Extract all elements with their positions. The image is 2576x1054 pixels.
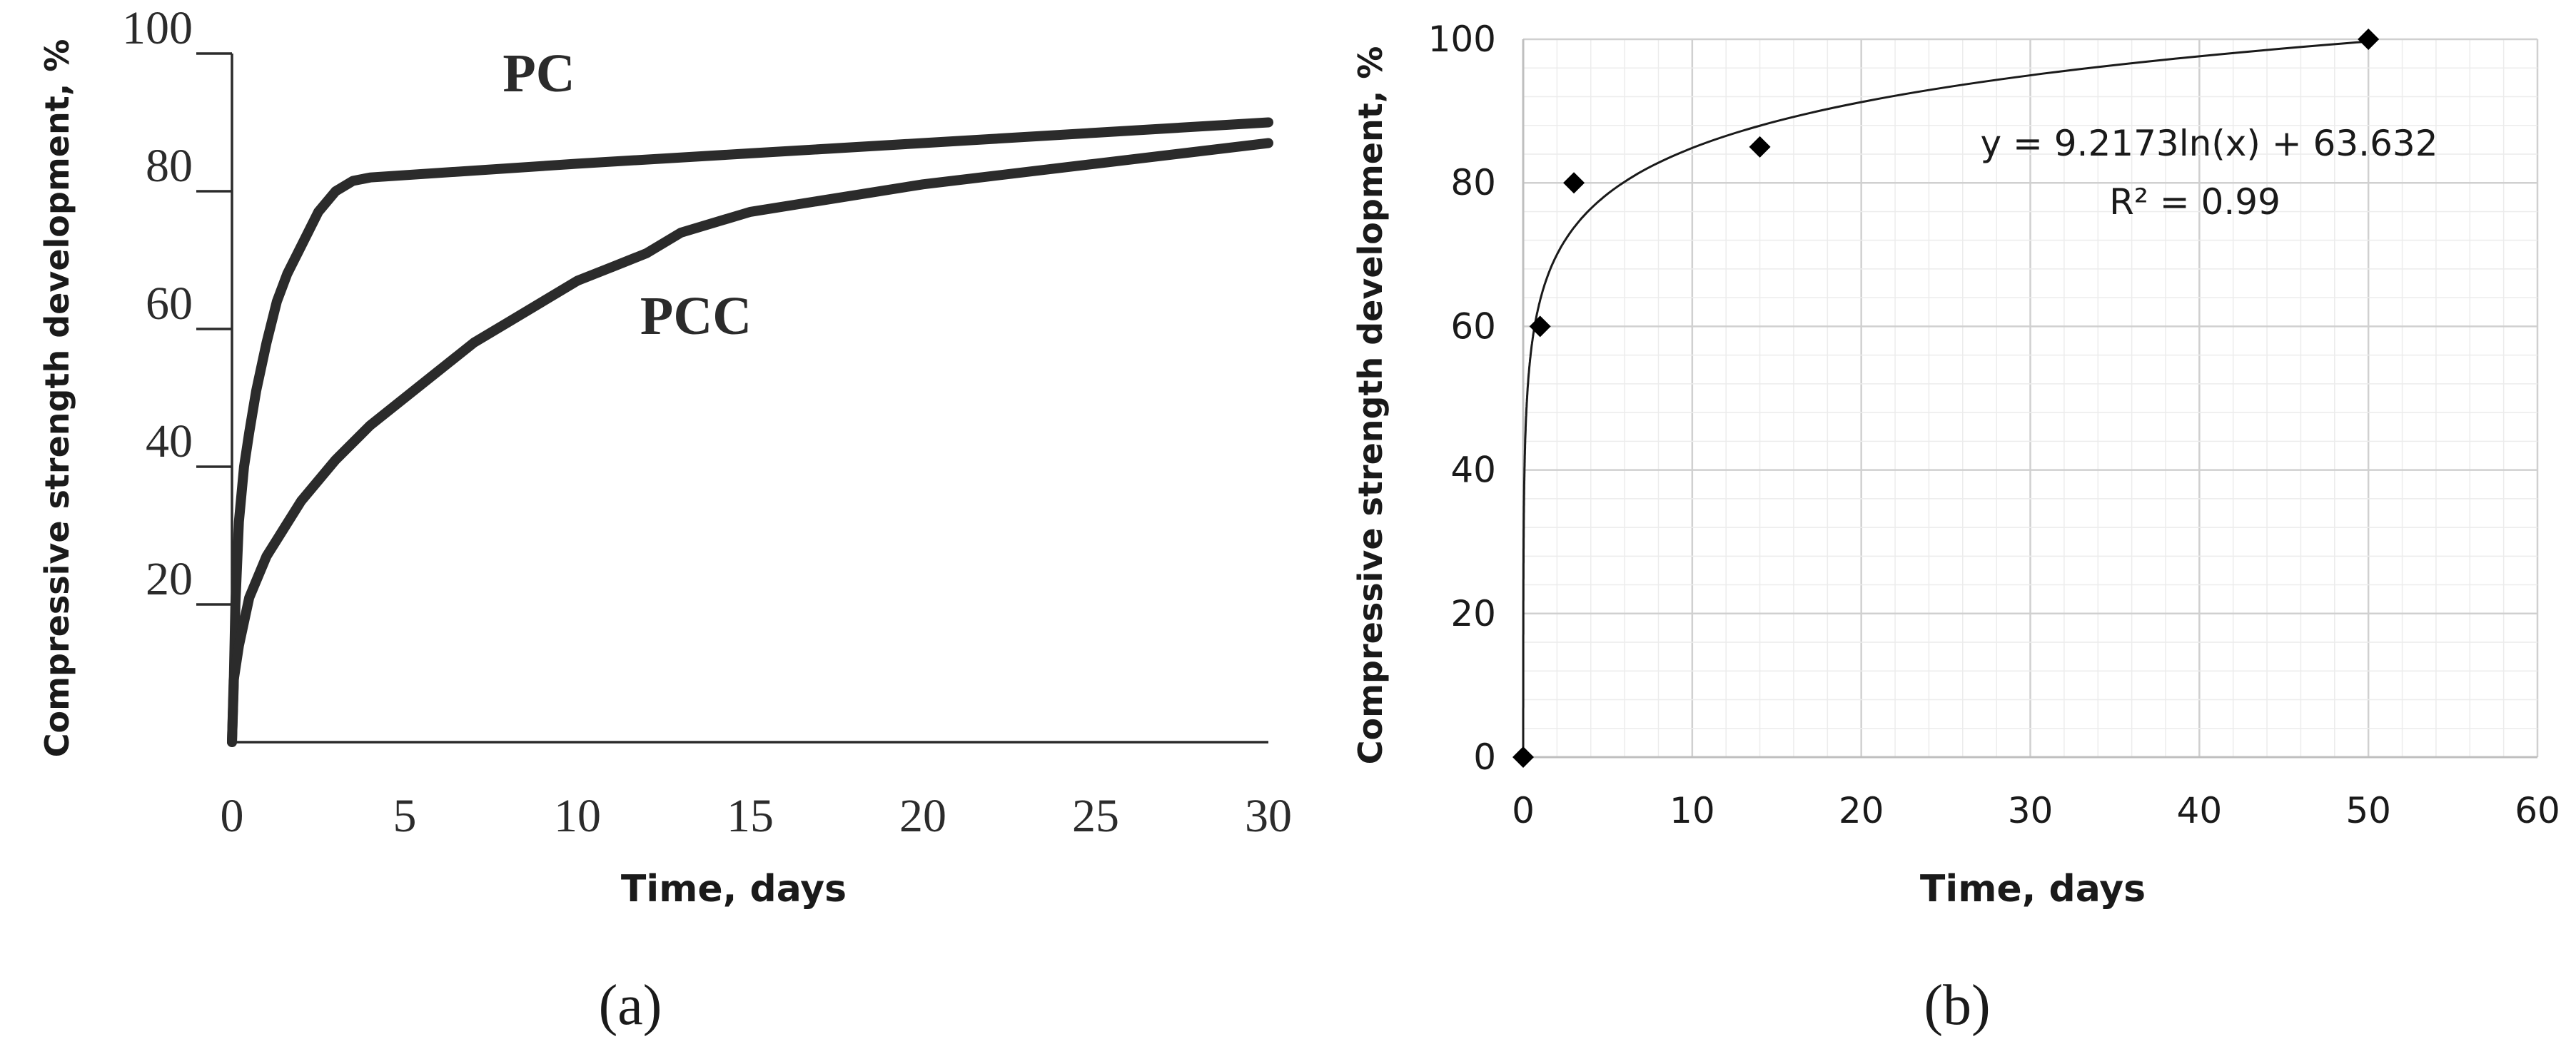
y-tick-label-b: 0 [1473, 736, 1496, 778]
y-tick-label-a: 20 [146, 553, 193, 605]
x-tick-label-a: 15 [727, 790, 774, 842]
x-tick-label-b: 0 [1512, 790, 1535, 831]
series-label-pcc: PCC [640, 286, 752, 346]
r-squared: R² = 0.99 [2109, 181, 2280, 223]
x-tick-label-a: 25 [1072, 790, 1119, 842]
y-tick-label-b: 60 [1450, 305, 1496, 347]
x-tick-label-b: 20 [1839, 790, 1884, 831]
y-tick-label-a: 80 [146, 140, 193, 192]
x-tick-label-b: 50 [2345, 790, 2391, 831]
data-point [1529, 315, 1551, 338]
trendline [1522, 40, 2369, 757]
chart-a: 20 40 60 80 100 0 5 10 15 20 25 30 PC PCC Time, day… [38, 2, 1292, 1037]
y-tick-label-b: 20 [1450, 593, 1496, 634]
x-axis-label-a: Time, days [621, 868, 847, 911]
y-tick-label-a: 40 [146, 415, 193, 467]
x-tick-label-a: 10 [554, 790, 601, 842]
data-point [1563, 172, 1585, 194]
data-point [1749, 136, 1771, 158]
y-axis-label-b: Compressive strength development, % [1351, 46, 1390, 765]
y-tick-label-a: 60 [146, 278, 193, 330]
series-line-pc [227, 117, 1273, 747]
y-tick-label-b: 40 [1450, 450, 1496, 491]
y-tick-label-a: 100 [122, 2, 193, 54]
data-point [1512, 746, 1534, 768]
x-tick-label-a: 30 [1245, 790, 1292, 842]
x-tick-label-a: 20 [899, 790, 946, 842]
data-point [2358, 29, 2380, 50]
x-axis-label-b: Time, days [1920, 868, 2146, 911]
y-axis-label-a: Compressive strength development, % [38, 39, 76, 758]
chart-b: 0 20 40 60 80 100 0 10 20 30 40 50 60 y = 9.2173ln(x… [1351, 19, 2560, 1037]
x-tick-label-b: 30 [2008, 790, 2054, 831]
x-tick-label-b: 60 [2515, 790, 2560, 831]
x-tick-label-b: 40 [2177, 790, 2223, 831]
x-tick-label-a: 0 [221, 790, 244, 842]
y-tick-label-b: 100 [1428, 19, 1496, 60]
panel-label-a: (a) [599, 974, 662, 1037]
series-label-pc: PC [502, 44, 575, 103]
y-tick-label-b: 80 [1450, 162, 1496, 203]
x-tick-label-a: 5 [393, 790, 417, 842]
trendline-equation: y = 9.2173ln(x) + 63.632 [1980, 123, 2438, 164]
series-line-pcc [227, 138, 1273, 747]
panel-label-b: (b) [1924, 974, 1990, 1037]
x-tick-label-b: 10 [1670, 790, 1715, 831]
